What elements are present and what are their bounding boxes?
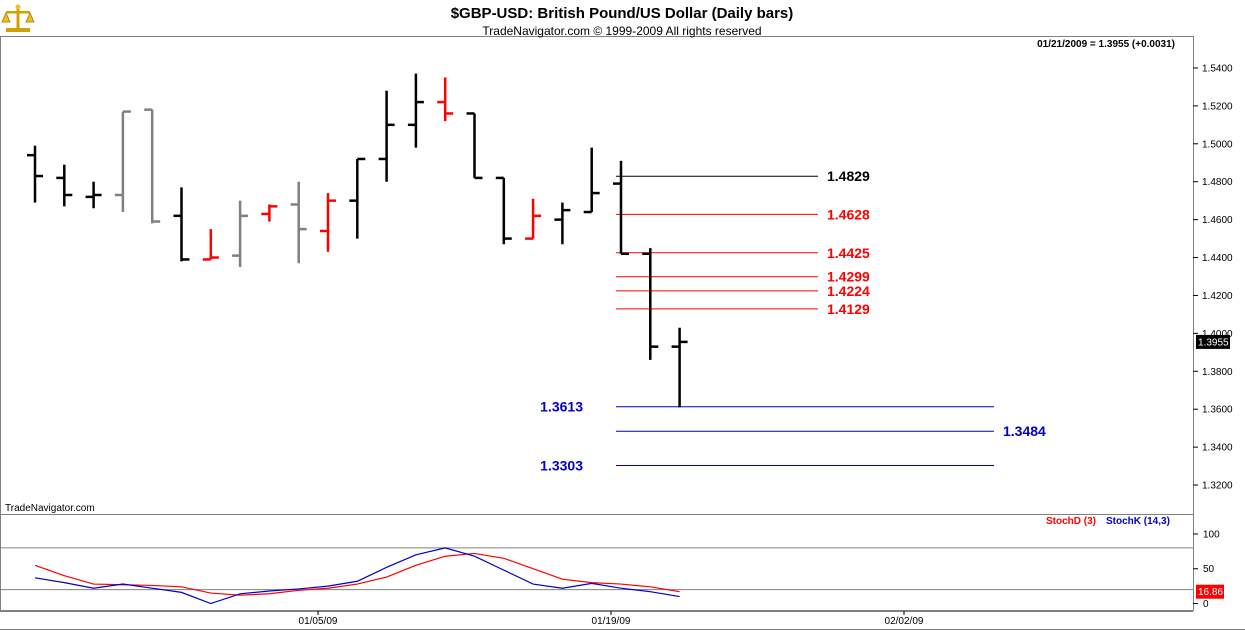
ohlc-bar bbox=[437, 77, 454, 122]
chart-subtitle: TradeNavigator.com © 1999-2009 All right… bbox=[482, 24, 761, 38]
ohlc-bar bbox=[466, 112, 483, 180]
ohlc-bar bbox=[261, 204, 278, 222]
ohlc-bar bbox=[85, 181, 102, 209]
price-tick-label: 1.3200 bbox=[1202, 481, 1233, 492]
stoch-last-box bbox=[1196, 584, 1224, 599]
last-price-label: 1.3955 bbox=[1198, 337, 1229, 348]
stoch-last-label: 16.86 bbox=[1198, 587, 1223, 598]
ohlc-bar bbox=[144, 108, 161, 224]
ohlc-bar bbox=[56, 164, 73, 207]
ohlc-bar bbox=[554, 202, 571, 245]
ohlc-bar bbox=[378, 90, 395, 182]
ohlc-bar bbox=[583, 147, 600, 214]
price-axis: 1.5400 1.5200 1.5000 1.4800 1.4600 1.4400 1.42… bbox=[1193, 63, 1233, 492]
legend-stochk: StochK (14,3) bbox=[1106, 516, 1170, 527]
ohlc-bar bbox=[495, 176, 512, 245]
date-axis: 01/05/09 01/19/09 02/02/09 bbox=[0, 611, 1193, 627]
level-label: 1.4224 bbox=[827, 283, 870, 299]
chart-title: $GBP-USD: British Pound/US Dollar (Daily… bbox=[451, 5, 794, 22]
ohlc-bar bbox=[349, 157, 366, 239]
price-tick-label: 1.5200 bbox=[1202, 101, 1233, 112]
ohlc-bar bbox=[232, 200, 249, 268]
watermark: TradeNavigator.com bbox=[5, 503, 95, 514]
level-label: 1.3303 bbox=[540, 458, 583, 474]
price-tick-label: 1.3400 bbox=[1202, 443, 1233, 454]
ohlc-bar bbox=[407, 73, 424, 148]
ohlc-bar bbox=[114, 110, 131, 213]
level-label: 1.4628 bbox=[827, 206, 870, 222]
last-price-box bbox=[1196, 334, 1230, 349]
bars-group bbox=[27, 73, 688, 408]
ohlc-bar bbox=[202, 229, 219, 261]
price-tick-label: 1.4400 bbox=[1202, 253, 1233, 264]
price-tick-label: 1.5400 bbox=[1202, 63, 1233, 74]
stoch-tick-label: 0 bbox=[1203, 599, 1209, 610]
date-tick-label: 01/19/09 bbox=[592, 616, 631, 627]
price-tick-label: 1.4200 bbox=[1202, 291, 1233, 302]
price-tick-label: 1.4800 bbox=[1202, 177, 1233, 188]
stochastic-group: 100 50 016.86 bbox=[0, 529, 1224, 610]
stoch-tick-label: 100 bbox=[1203, 529, 1220, 540]
price-tick-label: 1.4600 bbox=[1202, 215, 1233, 226]
stoch-series-line bbox=[34, 547, 680, 605]
level-label: 1.4299 bbox=[827, 269, 870, 285]
ohlc-bar bbox=[671, 327, 688, 408]
ohlc-bar bbox=[320, 193, 336, 252]
scales-icon bbox=[1, 4, 35, 32]
legend-stochd: StochD (3) bbox=[1046, 516, 1096, 527]
price-readout: 01/21/2009 = 1.3955 (+0.0031) bbox=[1037, 39, 1175, 50]
ohlc-bar bbox=[27, 145, 43, 203]
date-tick-label: 02/02/09 bbox=[885, 616, 924, 627]
stoch-tick-label: 50 bbox=[1203, 564, 1215, 575]
stoch-series-line bbox=[34, 552, 680, 596]
ohlc-bar bbox=[642, 248, 659, 360]
level-label: 1.4425 bbox=[827, 245, 870, 261]
level-label: 1.4829 bbox=[827, 168, 870, 184]
price-tick-label: 1.3800 bbox=[1202, 367, 1233, 378]
ohlc-bar bbox=[173, 187, 190, 262]
price-tick-label: 1.4000 bbox=[1202, 329, 1233, 340]
ohlc-bar bbox=[613, 160, 629, 255]
ohlc-bar bbox=[290, 181, 307, 264]
level-label: 1.4129 bbox=[827, 301, 870, 317]
price-tick-label: 1.3600 bbox=[1202, 405, 1233, 416]
date-tick-label: 01/05/09 bbox=[299, 616, 338, 627]
ohlc-bar bbox=[525, 198, 542, 240]
price-tick-label: 1.5000 bbox=[1202, 139, 1233, 150]
level-label: 1.3613 bbox=[540, 399, 583, 415]
level-label: 1.3484 bbox=[1003, 423, 1046, 439]
